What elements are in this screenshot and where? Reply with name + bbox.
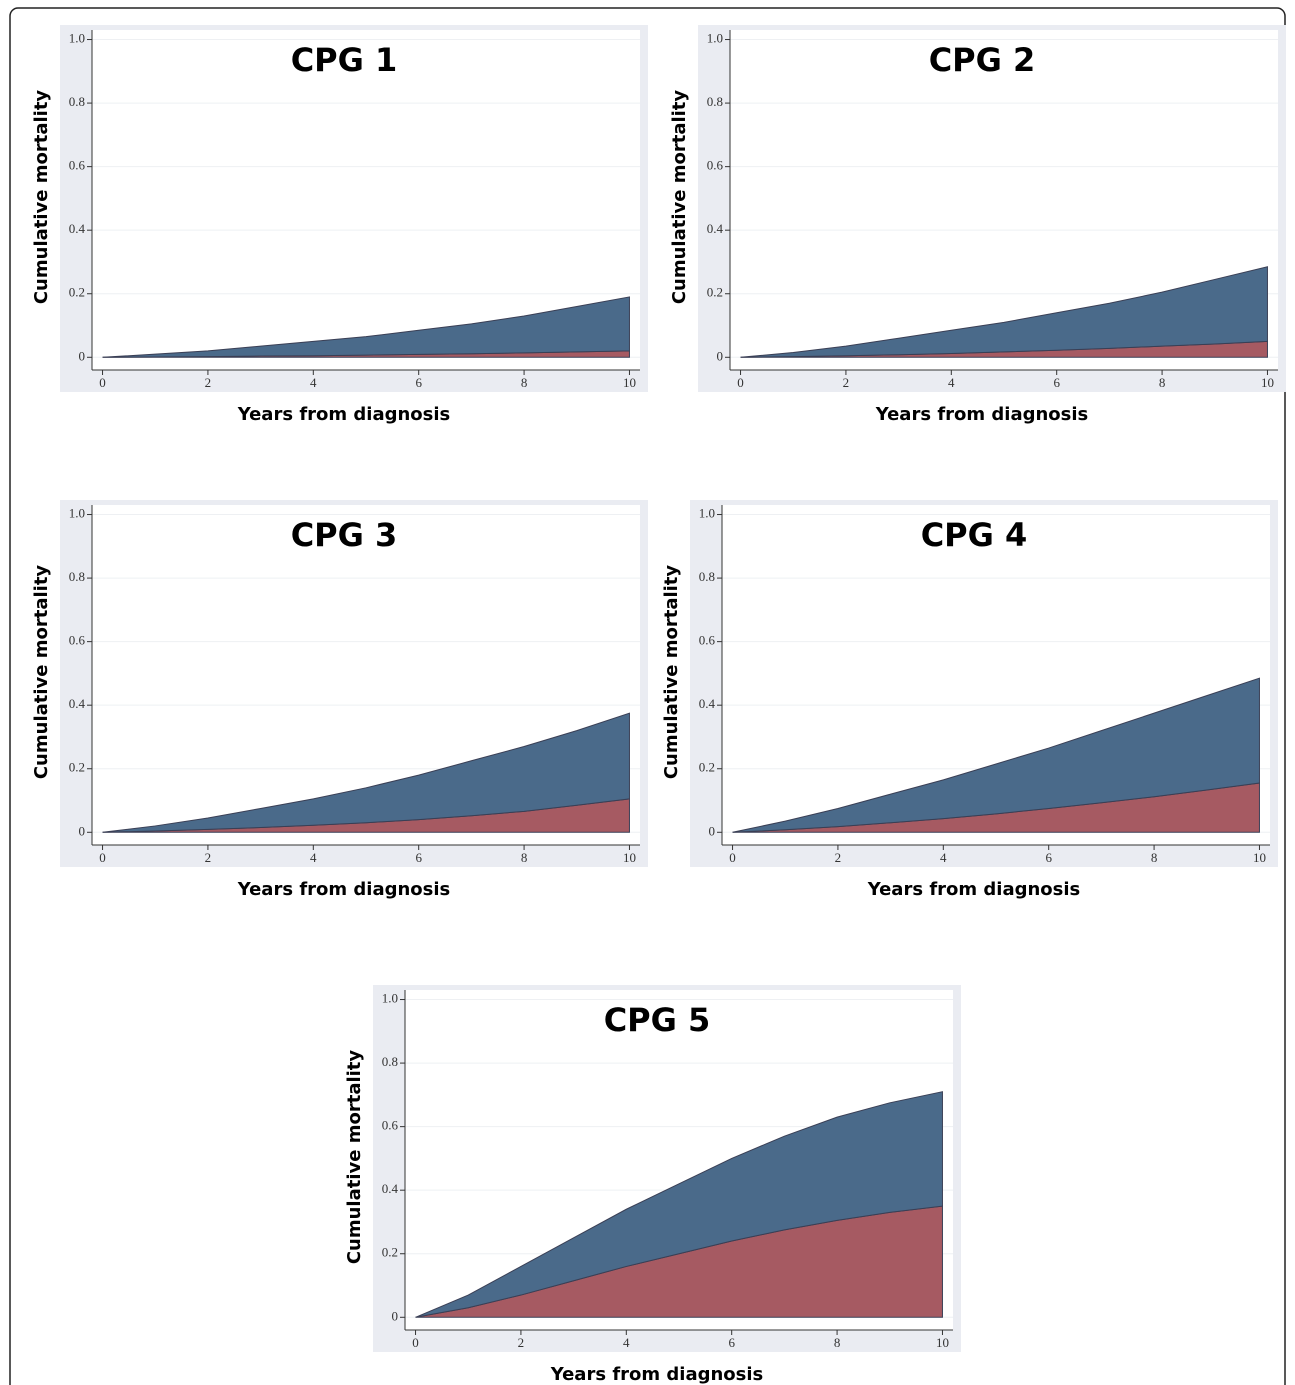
y-tick-label: 0.2 xyxy=(69,285,85,300)
x-tick-label: 0 xyxy=(729,850,736,865)
x-tick-label: 10 xyxy=(623,850,636,865)
y-tick-label: 0 xyxy=(709,823,716,838)
x-tick-label: 10 xyxy=(623,375,636,390)
y-tick-label: 1.0 xyxy=(69,506,85,521)
y-axis-label: Cumulative mortality xyxy=(661,565,682,780)
area xyxy=(415,1091,943,1318)
x-tick-label: 2 xyxy=(843,375,850,390)
y-tick-label: 1.0 xyxy=(707,31,723,46)
x-tick-label: 6 xyxy=(415,850,422,865)
x-tick-label: 0 xyxy=(412,1335,419,1350)
y-tick-label: 0.8 xyxy=(699,569,715,584)
x-tick-label: 8 xyxy=(521,850,528,865)
x-tick-label: 0 xyxy=(99,850,106,865)
area xyxy=(740,266,1268,358)
y-tick-label: 0.8 xyxy=(707,94,723,109)
x-axis-label: Years from diagnosis xyxy=(875,404,1089,425)
y-tick-label: 0.6 xyxy=(699,633,716,648)
x-tick-label: 4 xyxy=(310,375,317,390)
chart-title: CPG 1 xyxy=(291,41,398,79)
x-tick-label: 6 xyxy=(1053,375,1060,390)
area xyxy=(102,296,630,358)
x-axis-label: Years from diagnosis xyxy=(237,879,451,900)
y-tick-label: 0 xyxy=(79,823,86,838)
x-axis-label: Years from diagnosis xyxy=(550,1364,764,1385)
chart-title: CPG 5 xyxy=(604,1001,711,1039)
x-tick-label: 8 xyxy=(521,375,528,390)
x-tick-label: 2 xyxy=(835,850,842,865)
y-tick-label: 1.0 xyxy=(699,506,715,521)
figure-frame xyxy=(9,7,1286,1385)
y-axis-label: Cumulative mortality xyxy=(31,565,52,780)
y-tick-label: 0 xyxy=(392,1308,399,1323)
x-tick-label: 2 xyxy=(205,375,212,390)
x-tick-label: 6 xyxy=(728,1335,735,1350)
x-tick-label: 2 xyxy=(205,850,212,865)
y-tick-label: 0 xyxy=(79,348,86,363)
y-tick-label: 0.2 xyxy=(699,760,715,775)
x-tick-label: 2 xyxy=(518,1335,525,1350)
x-tick-label: 10 xyxy=(936,1335,949,1350)
y-tick-label: 0.4 xyxy=(382,1181,399,1196)
y-axis-label: Cumulative mortality xyxy=(669,90,690,305)
chart-title: CPG 3 xyxy=(291,516,398,554)
y-tick-label: 0.6 xyxy=(707,158,724,173)
x-tick-label: 10 xyxy=(1253,850,1266,865)
y-tick-label: 0.6 xyxy=(69,633,86,648)
x-tick-label: 4 xyxy=(310,850,317,865)
x-tick-label: 6 xyxy=(1045,850,1052,865)
x-tick-label: 8 xyxy=(1151,850,1158,865)
area xyxy=(102,712,630,833)
area xyxy=(732,677,1260,833)
y-tick-label: 0.6 xyxy=(382,1118,399,1133)
y-tick-label: 0.2 xyxy=(707,285,723,300)
x-tick-label: 4 xyxy=(948,375,955,390)
x-tick-label: 10 xyxy=(1261,375,1274,390)
y-tick-label: 0.2 xyxy=(382,1245,398,1260)
y-tick-label: 0.8 xyxy=(69,94,85,109)
y-tick-label: 0 xyxy=(717,348,724,363)
x-tick-label: 6 xyxy=(415,375,422,390)
y-tick-label: 1.0 xyxy=(382,991,398,1006)
x-axis-label: Years from diagnosis xyxy=(237,404,451,425)
x-tick-label: 8 xyxy=(834,1335,841,1350)
x-tick-label: 4 xyxy=(623,1335,630,1350)
x-tick-label: 4 xyxy=(940,850,947,865)
x-axis-label: Years from diagnosis xyxy=(867,879,1081,900)
y-tick-label: 0.4 xyxy=(707,221,724,236)
chart-title: CPG 4 xyxy=(921,516,1028,554)
y-tick-label: 0.8 xyxy=(69,569,85,584)
chart-title: CPG 2 xyxy=(929,41,1036,79)
y-axis-label: Cumulative mortality xyxy=(344,1050,365,1265)
y-tick-label: 0.4 xyxy=(69,696,86,711)
y-tick-label: 0.2 xyxy=(69,760,85,775)
y-tick-label: 1.0 xyxy=(69,31,85,46)
y-axis-label: Cumulative mortality xyxy=(31,90,52,305)
y-tick-label: 0.4 xyxy=(699,696,716,711)
x-tick-label: 0 xyxy=(737,375,744,390)
y-tick-label: 0.8 xyxy=(382,1054,398,1069)
x-tick-label: 8 xyxy=(1159,375,1166,390)
x-tick-label: 0 xyxy=(99,375,106,390)
y-tick-label: 0.4 xyxy=(69,221,86,236)
y-tick-label: 0.6 xyxy=(69,158,86,173)
